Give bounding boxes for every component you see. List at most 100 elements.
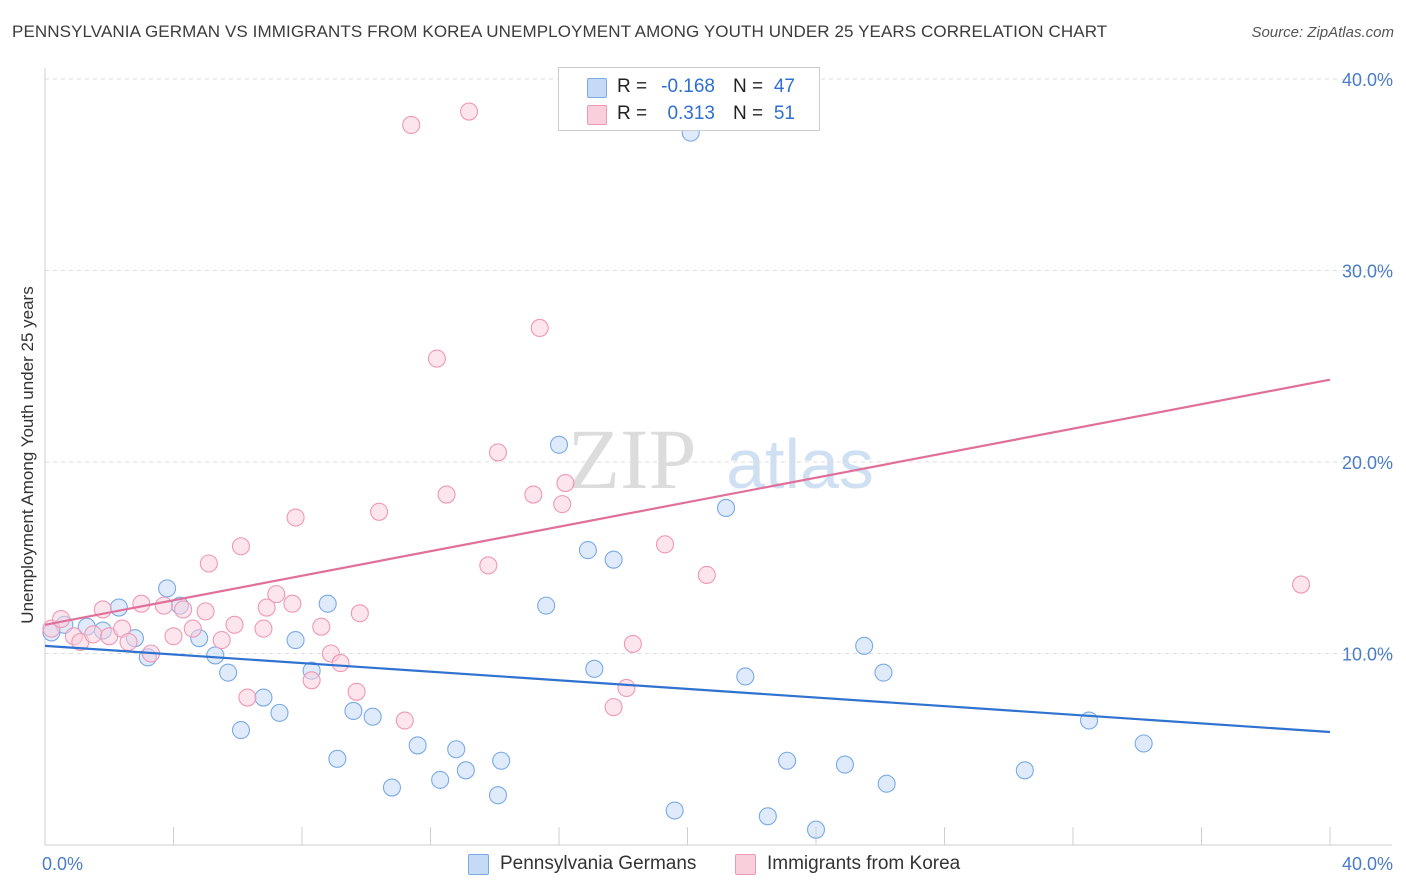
pennsylvania-germans-point — [344, 701, 363, 721]
immigrants-from-korea-point — [84, 625, 103, 644]
immigrants-from-korea-point — [370, 502, 389, 521]
immigrants-from-korea-point — [119, 632, 138, 652]
x-tick-label: 40.0% — [1342, 854, 1393, 874]
immigrants-from-korea-point — [238, 688, 257, 707]
pennsylvania-germans-point — [328, 749, 347, 768]
pennsylvania-germans-point — [874, 663, 893, 682]
immigrants-from-korea-point — [199, 554, 218, 573]
immigrants-from-korea-point — [655, 535, 675, 554]
immigrants-from-korea-point — [302, 671, 321, 690]
immigrants-from-korea-point — [604, 698, 623, 717]
legend-swatch-pink — [735, 854, 756, 875]
data-points — [42, 69, 1311, 839]
pennsylvania-germans-point — [318, 594, 337, 613]
legend-r-label: R = — [617, 76, 648, 97]
immigrants-from-korea-point — [254, 619, 273, 638]
immigrants-from-korea-point — [556, 474, 575, 493]
pennsylvania-germans-point — [604, 550, 623, 569]
x-tick-label: 0.0% — [42, 854, 83, 874]
legend-n-value: 51 — [773, 103, 795, 124]
immigrants-from-korea-point — [530, 318, 549, 338]
pennsylvania-germans-trend-line — [44, 644, 1331, 734]
tick-labels: 10.0% 20.0% 30.0% 40.0% 0.0% 40.0% — [42, 70, 1393, 874]
immigrants-from-korea-point — [231, 537, 251, 556]
immigrants-from-korea-point — [437, 485, 456, 504]
immigrants-from-korea-point — [350, 604, 369, 623]
pennsylvania-germans-point — [382, 778, 402, 797]
immigrants-from-korea-point — [488, 443, 508, 462]
pennsylvania-germans-point — [492, 751, 511, 770]
pennsylvania-germans-point — [158, 579, 177, 598]
y-tick-label: 20.0% — [1342, 453, 1393, 473]
legend-r-value: -0.168 — [661, 76, 715, 97]
pennsylvania-germans-point — [456, 761, 475, 780]
immigrants-from-korea-point — [427, 349, 446, 368]
correlation-legend: R = -0.168 N = 47 R = 0.313 N = 51 — [558, 67, 820, 131]
immigrants-from-korea-point — [395, 711, 414, 730]
immigrants-from-korea-point — [132, 594, 151, 613]
pennsylvania-germans-point — [877, 774, 896, 793]
immigrants-from-korea-point — [174, 600, 193, 619]
pennsylvania-germans-point — [408, 736, 427, 755]
immigrants-from-korea-point — [225, 615, 244, 634]
pennsylvania-germans-point — [736, 667, 755, 686]
legend-swatch-pink — [587, 105, 607, 125]
watermark-zip: ZIP — [568, 411, 697, 507]
immigrants-from-korea-point — [257, 598, 276, 617]
y-tick-label: 10.0% — [1342, 645, 1393, 665]
immigrants-from-korea-point — [164, 627, 183, 646]
immigrants-from-korea-point — [1292, 575, 1311, 594]
pennsylvania-germans-point — [488, 786, 508, 805]
chart-source: Source: ZipAtlas.com — [1251, 24, 1394, 41]
pennsylvania-germans-point — [835, 755, 854, 774]
pennsylvania-germans-point — [109, 598, 128, 617]
immigrants-from-korea-point — [154, 596, 173, 615]
pennsylvania-germans-point — [537, 596, 556, 615]
immigrants-from-korea-point — [212, 631, 231, 650]
pennsylvania-germans-point — [286, 631, 305, 650]
pennsylvania-germans-point — [219, 663, 238, 682]
immigrants-from-korea-point — [312, 617, 331, 636]
legend-label: Pennsylvania Germans — [500, 853, 697, 874]
pennsylvania-germans-point — [231, 721, 251, 740]
immigrants-from-korea-point — [402, 115, 421, 135]
immigrants-from-korea-point — [347, 682, 366, 701]
legend-swatch-blue — [587, 78, 607, 98]
immigrants-from-korea-point — [267, 585, 286, 604]
pennsylvania-germans-point — [431, 770, 450, 789]
immigrants-from-korea-point — [286, 508, 305, 527]
axes — [44, 68, 1392, 846]
pennsylvania-germans-point — [758, 807, 777, 826]
legend-n-value: 47 — [773, 76, 795, 97]
pennsylvania-germans-point — [578, 541, 597, 560]
pennsylvania-germans-point — [855, 636, 874, 655]
pennsylvania-germans-point — [363, 707, 382, 726]
immigrants-from-korea-point — [697, 565, 716, 585]
legend-r-label: R = — [617, 103, 648, 124]
immigrants-from-korea-point — [52, 609, 71, 629]
immigrants-from-korea-point — [553, 495, 572, 514]
immigrants-from-korea-point — [623, 634, 642, 653]
pennsylvania-germans-point — [206, 646, 225, 665]
pennsylvania-germans-point — [254, 688, 273, 707]
immigrants-from-korea-point — [459, 102, 479, 121]
legend-r-value: 0.313 — [667, 103, 715, 124]
trend-lines — [44, 378, 1331, 734]
pennsylvania-germans-point — [778, 751, 797, 770]
pennsylvania-germans-point — [806, 820, 826, 839]
legend-label: Immigrants from Korea — [767, 853, 961, 874]
pennsylvania-germans-point — [665, 801, 684, 820]
pennsylvania-germans-point — [1134, 734, 1153, 753]
pennsylvania-germans-point — [1015, 761, 1034, 780]
immigrants-from-korea-point — [524, 485, 543, 504]
immigrants-from-korea-point — [183, 619, 202, 638]
y-tick-label: 30.0% — [1342, 262, 1393, 282]
immigrants-from-korea-point — [331, 654, 350, 673]
immigrants-from-korea-point — [283, 594, 302, 613]
pennsylvania-germans-point — [549, 435, 569, 454]
legend-swatch-blue — [468, 854, 489, 875]
legend-n-label: N = — [733, 103, 764, 124]
grid-lines — [45, 78, 1392, 654]
pennsylvania-germans-point — [585, 659, 604, 678]
